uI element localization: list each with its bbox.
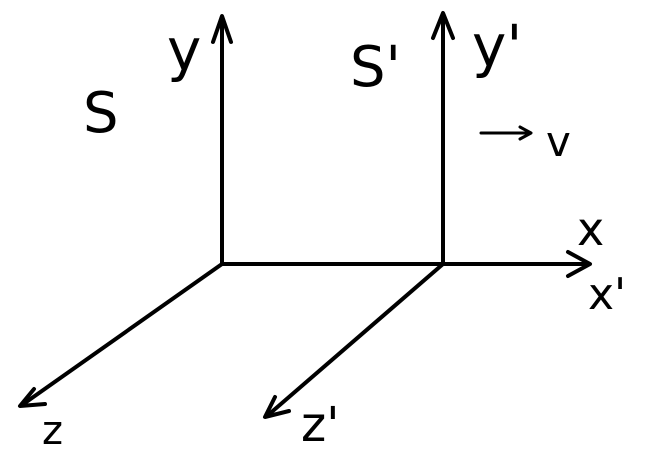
frame-s-prime-z-axis-line [265, 262, 445, 418]
frame-s-prime-y-axis-label: y' [472, 12, 522, 80]
frame-s-z-axis-label: z [42, 408, 63, 454]
frame-s-label: S [83, 81, 119, 146]
frame-s-z-axis-arrowhead [18, 387, 47, 408]
frame-s-z-axis-line [20, 262, 224, 407]
velocity-arrowhead [518, 125, 533, 141]
x-prime-axis-label: x' [588, 269, 626, 320]
x-axis-label: x [577, 202, 604, 256]
velocity-label: v [546, 117, 571, 166]
frame-s-y-axis-label: y [167, 16, 201, 84]
frame-s-y-axis-arrowhead [211, 14, 233, 44]
frame-s-prime-z-axis-label: z' [301, 397, 339, 453]
frame-s-prime-y-axis-arrowhead [431, 11, 455, 40]
frame-s-prime-z-axis-arrowhead [263, 395, 291, 419]
frame-s-prime-label: S' [350, 35, 401, 100]
x-axis-arrowhead [566, 250, 592, 278]
